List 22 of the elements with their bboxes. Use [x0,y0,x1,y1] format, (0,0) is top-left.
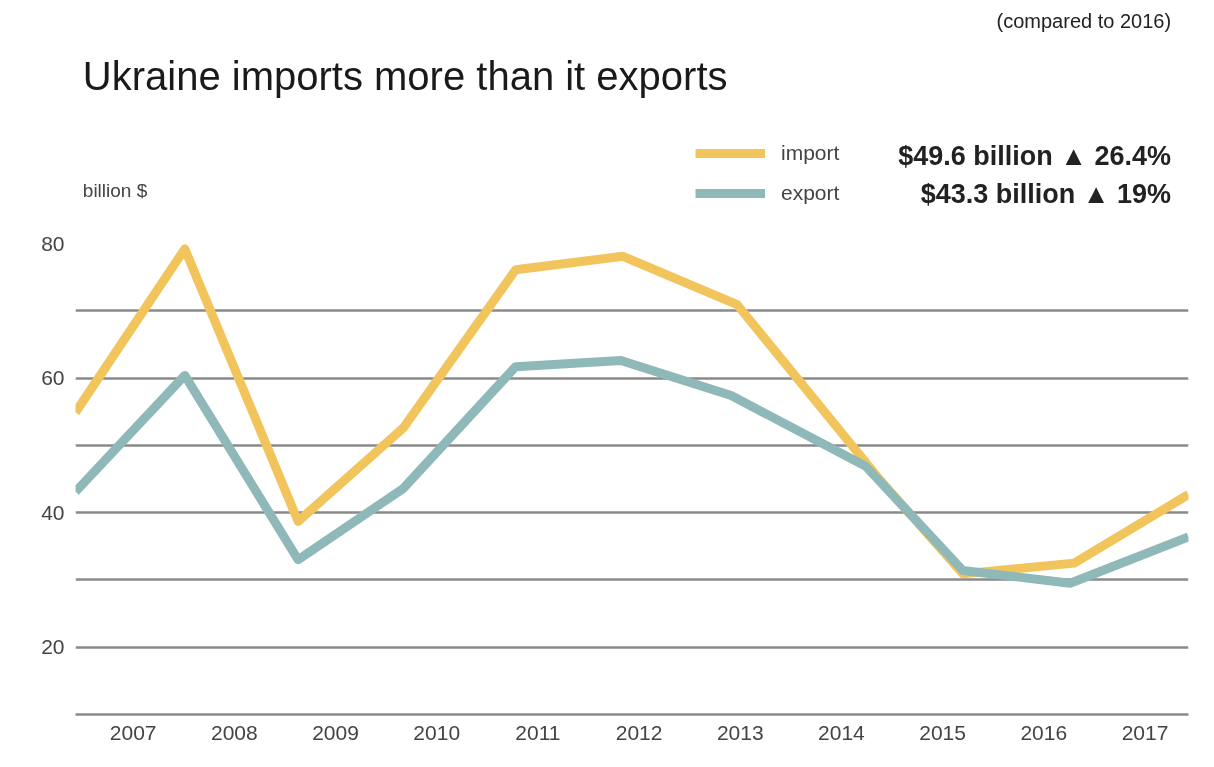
x-tick-label: 2012 [615,720,663,744]
x-tick-label: 2013 [716,720,764,744]
text: (compared to 2016) [996,9,1172,32]
x-tick-label: 2016 [1020,720,1068,744]
chart-title: Ukraine imports more than it exports [82,53,728,98]
x-tick-label: 2010 [413,720,461,744]
x-tick-label: 2014 [818,720,866,744]
x-tick-label: 2007 [109,720,157,744]
text: $49.6 billion ▲ 26.4% [898,140,1172,171]
legend-label: import [781,141,840,165]
y-tick-label: 80 [41,231,65,255]
x-tick-label: 2009 [312,720,359,744]
legend-label: export [781,181,840,205]
y-tick-label: 40 [41,500,65,524]
x-tick-label: 2011 [515,720,561,744]
x-tick-label: 2015 [919,720,966,744]
x-tick-label: 2008 [211,720,258,744]
y-tick-label: 20 [41,635,65,659]
y-tick-label: 60 [41,366,65,390]
x-tick-label: 2017 [1121,720,1169,744]
y-axis-title: billion $ [82,180,148,201]
text: $43.3 billion ▲ 19% [920,178,1172,209]
